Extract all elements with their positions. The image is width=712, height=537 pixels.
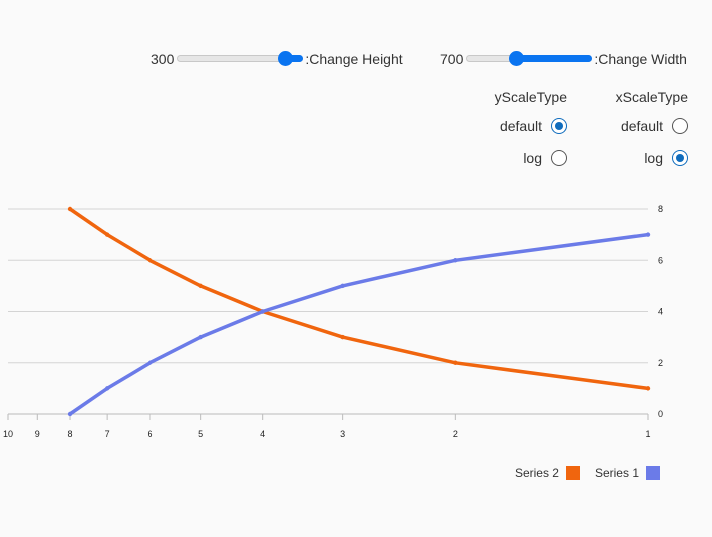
data-point <box>104 232 110 237</box>
width-slider-fill <box>516 55 593 62</box>
legend-item-series-2[interactable]: Series 2 <box>515 466 580 480</box>
height-slider-thumb[interactable] <box>277 51 293 66</box>
x-tick-label: 10 <box>3 429 13 439</box>
height-label: :Change Height <box>305 51 403 67</box>
data-point <box>453 258 458 263</box>
legend-label: Series 2 <box>514 466 559 480</box>
y-scale-option-default[interactable]: default <box>500 116 567 136</box>
x-scale-type-group: xScaleType default log <box>568 88 688 168</box>
data-point <box>198 283 203 289</box>
x-tick-label: 3 <box>340 429 345 439</box>
legend-label: Series 1 <box>594 466 639 480</box>
width-label: :Change Width <box>594 51 687 67</box>
chart-controls: 300 :Change Height 700 :Change Width <box>0 49 712 69</box>
width-slider-thumb[interactable] <box>508 51 524 66</box>
y-scale-type-group: yScaleType default log <box>447 88 567 168</box>
x-scale-option-label: log <box>644 150 663 166</box>
x-tick-label: 8 <box>68 429 73 439</box>
y-tick-label: 2 <box>658 358 663 368</box>
y-tick-label: 4 <box>658 307 663 317</box>
data-point <box>67 206 73 212</box>
width-slider[interactable] <box>466 49 593 69</box>
width-value: 700 <box>440 51 464 67</box>
y-scale-type-heading: yScaleType <box>494 89 567 105</box>
height-slider-fill <box>285 55 304 62</box>
y-scale-option-label: log <box>523 150 542 166</box>
y-tick-label: 0 <box>658 409 663 419</box>
y-tick-label: 6 <box>658 255 663 265</box>
x-tick-label: 2 <box>453 429 458 439</box>
y-scale-option-log[interactable]: log <box>523 148 567 168</box>
x-tick-label: 6 <box>147 429 152 439</box>
height-control: 300 :Change Height <box>151 49 403 69</box>
height-value: 300 <box>151 51 175 67</box>
series-line <box>68 207 650 391</box>
chart-legend: Series 2 Series 1 <box>500 466 660 480</box>
y-tick-label: 8 <box>658 204 663 214</box>
data-point <box>260 309 265 314</box>
data-point <box>453 360 458 365</box>
x-tick-label: 7 <box>105 429 110 439</box>
data-point <box>198 334 203 340</box>
y-scale-default-radio[interactable] <box>551 118 567 134</box>
data-point <box>104 386 110 391</box>
data-point <box>340 334 345 340</box>
x-scale-option-default[interactable]: default <box>621 116 688 136</box>
x-scale-type-heading: xScaleType <box>615 89 688 105</box>
x-scale-option-label: default <box>620 118 663 134</box>
x-scale-default-radio[interactable] <box>672 118 688 134</box>
data-point <box>645 386 651 391</box>
legend-swatch <box>565 466 580 480</box>
series-line <box>68 232 650 416</box>
y-scale-log-radio[interactable] <box>551 150 567 166</box>
data-point <box>645 232 651 237</box>
x-tick-label: 9 <box>35 429 40 439</box>
legend-item-series-1[interactable]: Series 1 <box>595 466 660 480</box>
data-point <box>67 411 73 417</box>
legend-swatch <box>646 466 660 480</box>
x-tick-label: 5 <box>198 429 203 439</box>
data-point <box>147 258 153 263</box>
x-scale-log-radio[interactable] <box>672 150 688 166</box>
x-scale-option-log[interactable]: log <box>644 148 688 168</box>
x-tick-label: 1 <box>645 429 650 439</box>
data-point <box>340 283 345 289</box>
x-tick-label: 4 <box>260 429 265 439</box>
height-slider[interactable] <box>177 49 304 69</box>
y-scale-option-label: default <box>499 118 542 134</box>
data-point <box>147 360 153 365</box>
width-control: 700 :Change Width <box>440 49 687 69</box>
